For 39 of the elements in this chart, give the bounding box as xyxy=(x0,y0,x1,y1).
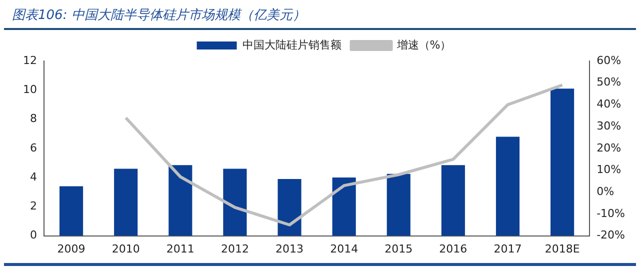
y2-tick-label: 10% xyxy=(596,163,622,176)
x-tick-label: 2017 xyxy=(494,242,522,256)
y-tick-label: 12 xyxy=(22,54,37,67)
y-tick-label: 10 xyxy=(22,82,37,96)
y-tick-label: 2 xyxy=(30,200,37,213)
bar xyxy=(168,165,192,236)
legend-label: 中国大陆硅片销售额 xyxy=(242,38,342,52)
chart-title: 图表106: 中国大陆半导体硅片市场规模（亿美元） xyxy=(11,7,306,25)
bar xyxy=(550,88,574,236)
x-tick-label: 2013 xyxy=(276,242,304,256)
x-tick-label: 2011 xyxy=(166,242,194,256)
bar xyxy=(223,168,247,236)
y-tick-label: 0 xyxy=(30,228,37,242)
bar xyxy=(278,178,302,236)
y2-tick-label: -20% xyxy=(596,228,626,242)
y-tick-label: 8 xyxy=(30,112,37,126)
bar xyxy=(332,178,356,236)
x-tick-label: 2012 xyxy=(220,242,249,256)
bar xyxy=(441,165,465,236)
x-tick-label: 2018E xyxy=(544,242,580,256)
bar xyxy=(386,174,410,236)
x-tick-label: 2009 xyxy=(57,242,86,256)
y2-tick-label: 60% xyxy=(596,54,622,67)
x-tick-label: 2014 xyxy=(330,242,358,256)
y2-tick-label: 30% xyxy=(596,119,622,132)
bar xyxy=(114,168,138,236)
y2-tick-label: 40% xyxy=(596,98,622,111)
legend-label: 增速（%） xyxy=(396,38,452,52)
bar xyxy=(496,136,520,236)
x-tick-label: 2010 xyxy=(112,242,140,256)
y2-tick-label: 20% xyxy=(596,141,622,154)
y2-tick-label: 0% xyxy=(596,184,614,198)
y2-tick-label: -10% xyxy=(596,206,626,220)
x-tick-label: 2016 xyxy=(439,242,468,256)
y-tick-label: 6 xyxy=(30,141,37,154)
bar xyxy=(59,186,84,236)
x-tick-label: 2015 xyxy=(384,242,413,256)
y-tick-label: 4 xyxy=(30,170,37,184)
y2-tick-label: 50% xyxy=(596,76,622,89)
